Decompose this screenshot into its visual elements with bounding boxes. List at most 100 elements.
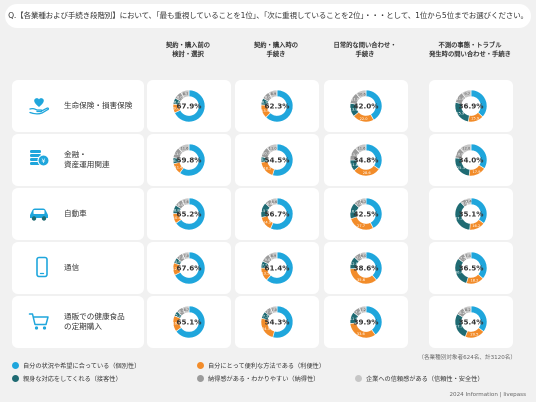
sample-size-note: （各業種別対象者624名、計3120名） xyxy=(418,355,516,361)
chart-card xyxy=(147,296,231,348)
segment-value-label: 7.4 xyxy=(355,310,361,314)
column-header-contract: 契約・購入時の 手続き xyxy=(235,42,317,59)
row-label-line: 自動車 xyxy=(64,209,87,218)
segment-value-label: 7.0 xyxy=(356,202,362,206)
segment-value-label: 8.2 xyxy=(459,311,465,315)
segment-value-label: 10.4 xyxy=(173,216,182,220)
donut-segment-trust xyxy=(177,143,190,154)
segment-value-label: 5.2 xyxy=(175,313,181,317)
legend-item-trust: 企業への信頼感がある（信頼性・安全性） xyxy=(355,375,484,384)
donut-segment-individual xyxy=(179,143,206,177)
segment-value-label: 11.6 xyxy=(350,163,359,167)
legend-item-understandable: 納得感がある・わかりやすい（納得性） xyxy=(197,375,319,384)
primary-value-label: 38.6% xyxy=(354,264,379,273)
primary-value-label: 67.6% xyxy=(177,264,202,273)
primary-value-label: 35.1% xyxy=(459,210,484,219)
segment-value-label: 10.7 xyxy=(262,152,270,156)
segment-value-label: 16.2 xyxy=(472,224,480,228)
column-header-line: 不測の事態・トラブル xyxy=(438,42,502,49)
segment-value-label: 11.4 xyxy=(174,165,183,169)
segment-value-label: 7.0 xyxy=(271,308,277,312)
chart-card xyxy=(429,134,513,186)
segment-value-label: 11.0 xyxy=(174,152,183,156)
donut-segment-trust xyxy=(181,197,190,206)
segment-value-label: 7.2 xyxy=(262,264,268,268)
segment-value-label: 8.2 xyxy=(465,308,471,312)
segment-value-label: 12.6 xyxy=(172,267,181,271)
legend-label: 企業への信頼感がある（信頼性・安全性） xyxy=(366,376,484,383)
row-label-health-food: 通販での健康食品 の定期購入 xyxy=(64,312,125,332)
question-title: Q.【各業種および手続き段階別】において、「最も重視していることを1位」、「次に… xyxy=(5,4,531,28)
primary-value-label: 39.9% xyxy=(354,318,379,327)
primary-value-label: 34.0% xyxy=(459,156,484,165)
donut-segment-trust xyxy=(182,305,190,314)
segment-value-label: 35.6 xyxy=(357,278,366,282)
segment-value-label: 25.3 xyxy=(457,166,465,170)
chart-card xyxy=(235,188,319,240)
legend-swatch xyxy=(12,362,19,369)
segment-value-label: 11.6 xyxy=(456,97,465,101)
svg-text:¥: ¥ xyxy=(41,157,45,165)
column-header-line: 手続き xyxy=(266,50,286,58)
donut-segment-trust xyxy=(354,143,367,154)
segment-value-label: 9.0 xyxy=(174,106,180,110)
legend-label: 自分の状況や希望に合っている（個別性） xyxy=(23,363,141,370)
chart-card xyxy=(429,80,513,132)
legend-item-convenience: 自分にとって便利な方法である（利便性） xyxy=(197,362,325,371)
row-label-insurance: 生命保険・損害保険 xyxy=(64,101,132,111)
segment-value-label: 8.9 xyxy=(271,254,277,258)
segment-value-label: 7.4 xyxy=(465,254,471,258)
chart-card xyxy=(147,188,231,240)
primary-value-label: 35.4% xyxy=(459,318,484,327)
segment-value-label: 27.7 xyxy=(357,224,365,228)
segment-value-label: 24.5 xyxy=(262,327,270,331)
chart-card xyxy=(324,188,408,240)
segment-value-label: 27.7 xyxy=(455,324,463,328)
segment-value-label: 13.8 xyxy=(350,108,359,112)
segment-value-label: 28.6 xyxy=(363,171,372,175)
column-header-line: 発生時の問い合わせ・手続き xyxy=(429,50,511,58)
row-label-line: 金融・ xyxy=(64,150,87,159)
segment-value-label: 6.7 xyxy=(183,308,189,312)
chart-card xyxy=(324,296,408,348)
chart-card xyxy=(235,242,319,294)
primary-value-label: 62.3% xyxy=(265,102,290,111)
segment-value-label: 15.9 xyxy=(471,116,480,120)
column-header-daily-inquiry: 日常的な問い合わせ・ 手続き xyxy=(324,42,406,59)
primary-value-label: 67.9% xyxy=(177,102,202,111)
segment-value-label: 7.6 xyxy=(183,200,189,204)
chart-card xyxy=(324,134,408,186)
segment-value-label: 11.6 xyxy=(180,146,189,150)
row-label-line: 資産運用関連 xyxy=(64,160,110,169)
segment-value-label: 25.9 xyxy=(456,111,465,115)
primary-value-label: 36.9% xyxy=(459,102,484,111)
segment-value-label: 12.0 xyxy=(462,146,471,150)
donut-segment-trust xyxy=(180,89,190,99)
primary-value-label: 42.5% xyxy=(354,210,379,219)
segment-value-label: 5.8 xyxy=(175,260,181,264)
chart-card xyxy=(324,242,408,294)
segment-value-label: 6.2 xyxy=(173,159,179,163)
primary-value-label: 54.5% xyxy=(265,156,290,165)
coin-stack-icon: ¥ xyxy=(30,150,50,167)
donut-segment-trust xyxy=(268,251,278,261)
primary-value-label: 59.8% xyxy=(177,156,202,165)
segment-value-label: 6.4 xyxy=(174,100,180,104)
segment-value-label: 6.0 xyxy=(462,201,468,205)
legend-label: 自分にとって便利な方法である（利便性） xyxy=(208,363,326,370)
row-label-line: 通信 xyxy=(64,263,80,272)
segment-value-label: 11.6 xyxy=(351,98,360,102)
primary-value-label: 36.5% xyxy=(459,264,484,273)
donut-segment-individual xyxy=(174,251,206,285)
donut-segment-trust xyxy=(463,251,472,260)
chart-card xyxy=(147,80,231,132)
primary-value-label: 54.3% xyxy=(265,318,290,327)
chart-card xyxy=(235,134,319,186)
donut-segment-trust xyxy=(359,197,367,206)
segment-value-label: 11.0 xyxy=(269,146,278,150)
segment-value-label: 8.9 xyxy=(271,92,277,96)
donut-segment-trust xyxy=(270,197,278,206)
donut-segment-trust xyxy=(268,89,278,99)
segment-value-label: 13.5 xyxy=(261,272,269,276)
column-header-line: 日常的な問い合わせ・ xyxy=(333,42,397,49)
